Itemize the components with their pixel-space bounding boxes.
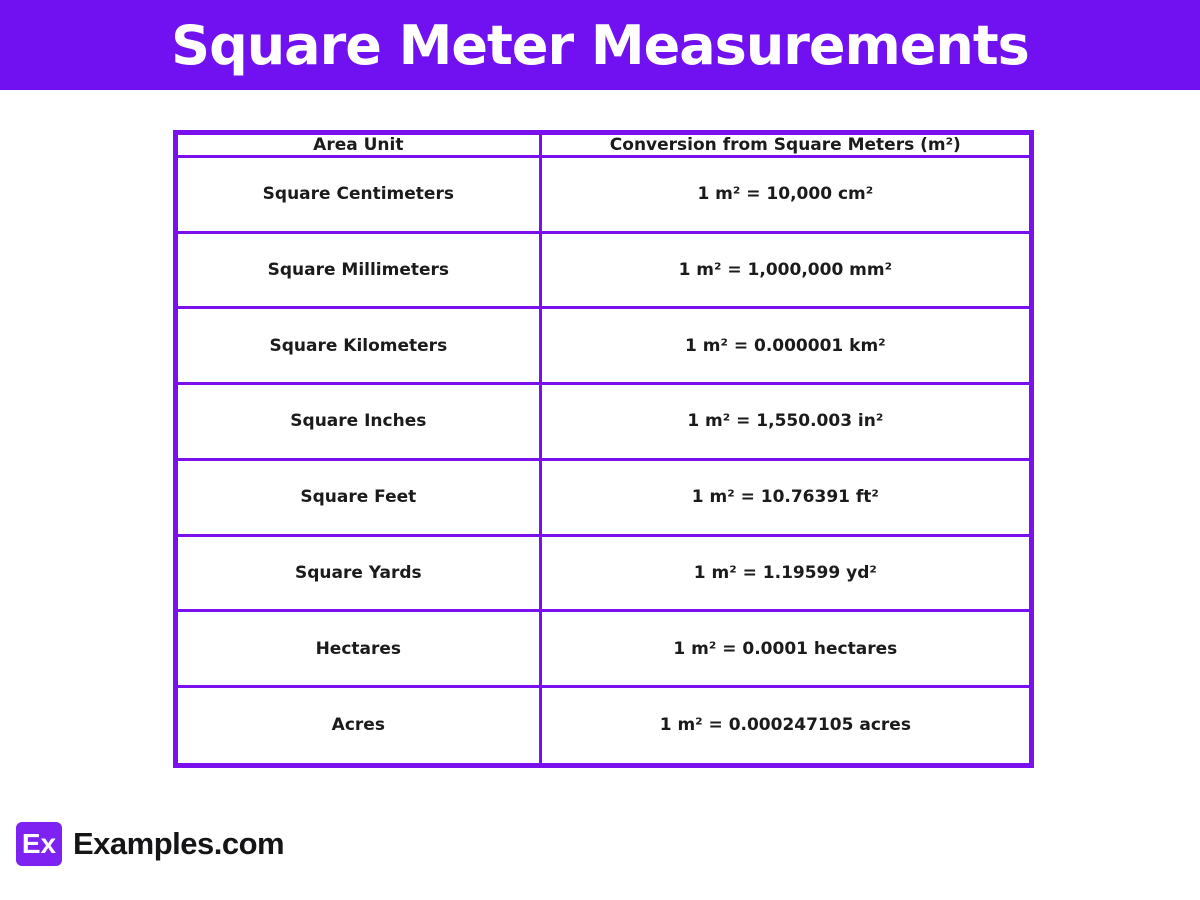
cell-area-unit: Hectares <box>174 609 542 688</box>
examples-logo-badge: Ex <box>16 822 62 866</box>
examples-logo: Ex Examples.com <box>16 822 285 866</box>
page-title: Square Meter Measurements <box>171 13 1030 77</box>
title-banner: Square Meter Measurements <box>0 0 1200 90</box>
conversion-table: Area Unit Conversion from Square Meters … <box>173 130 1034 768</box>
cell-area-unit: Square Inches <box>174 382 542 461</box>
table-row: Square Millimeters 1 m² = 1,000,000 mm² <box>174 230 1034 310</box>
table-row: Hectares 1 m² = 0.0001 hectares <box>174 609 1034 688</box>
header-area-unit: Area Unit <box>174 131 542 158</box>
cell-conversion: 1 m² = 1,550.003 in² <box>538 382 1034 461</box>
table-header-row: Area Unit Conversion from Square Meters … <box>174 131 1034 158</box>
table-row: Square Feet 1 m² = 10.76391 ft² <box>174 457 1034 537</box>
table-row: Acres 1 m² = 0.000247105 acres <box>174 684 1034 768</box>
cell-conversion: 1 m² = 0.000247105 acres <box>538 684 1034 768</box>
cell-area-unit: Square Millimeters <box>174 230 542 310</box>
cell-conversion: 1 m² = 1.19599 yd² <box>538 533 1034 613</box>
table-row: Square Centimeters 1 m² = 10,000 cm² <box>174 155 1034 234</box>
header-conversion: Conversion from Square Meters (m²) <box>538 131 1034 158</box>
cell-area-unit: Square Yards <box>174 533 542 613</box>
cell-conversion: 1 m² = 0.0001 hectares <box>538 609 1034 688</box>
cell-area-unit: Acres <box>174 684 542 768</box>
cell-conversion: 1 m² = 10,000 cm² <box>538 155 1034 234</box>
table-row: Square Inches 1 m² = 1,550.003 in² <box>174 382 1034 461</box>
table-row: Square Yards 1 m² = 1.19599 yd² <box>174 533 1034 613</box>
cell-conversion: 1 m² = 0.000001 km² <box>538 306 1034 386</box>
cell-area-unit: Square Centimeters <box>174 155 542 234</box>
cell-conversion: 1 m² = 10.76391 ft² <box>538 457 1034 537</box>
cell-area-unit: Square Kilometers <box>174 306 542 386</box>
cell-conversion: 1 m² = 1,000,000 mm² <box>538 230 1034 310</box>
cell-area-unit: Square Feet <box>174 457 542 537</box>
examples-logo-text: Examples.com <box>73 826 285 861</box>
table-row: Square Kilometers 1 m² = 0.000001 km² <box>174 306 1034 386</box>
